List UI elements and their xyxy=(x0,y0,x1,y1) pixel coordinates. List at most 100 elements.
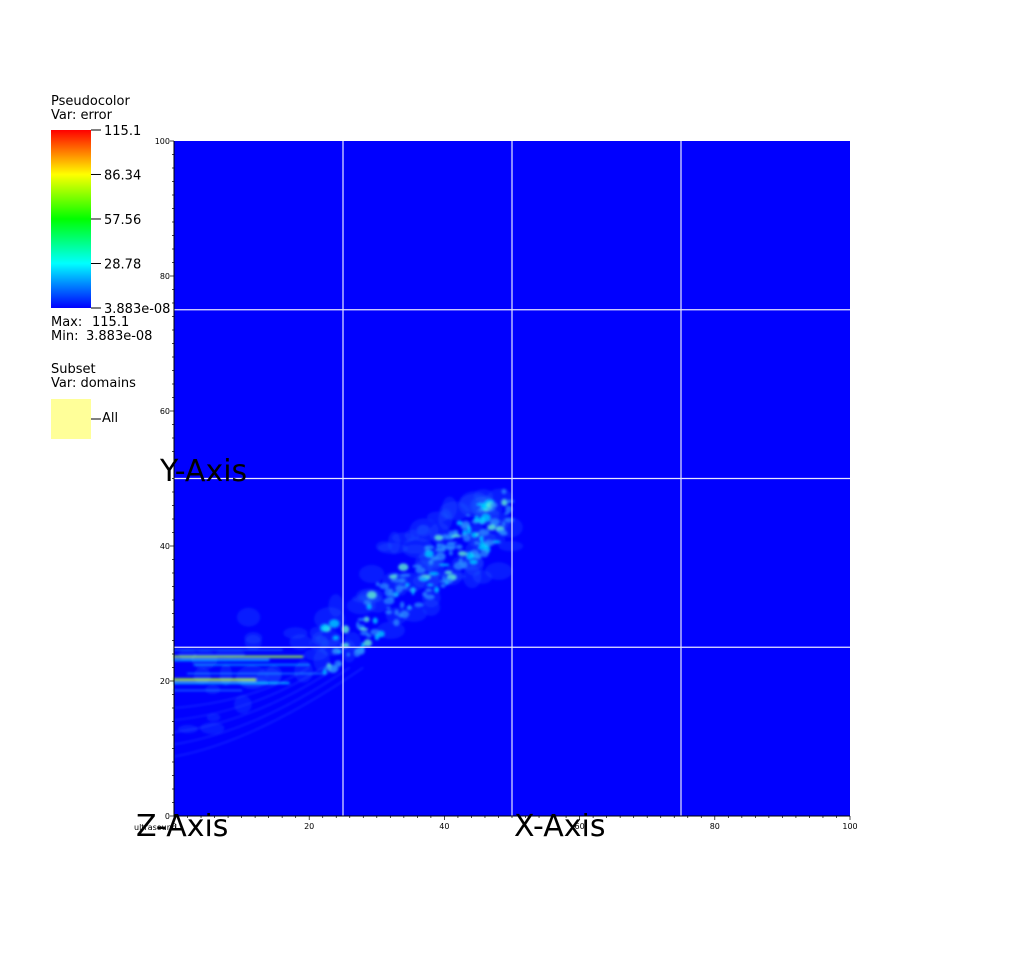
field-glow xyxy=(401,606,427,622)
field-glow xyxy=(244,634,262,651)
y-tick-label: 40 xyxy=(160,542,170,551)
subset-var: Var: domains xyxy=(51,376,136,391)
field-swirl xyxy=(372,617,378,624)
field-swirl xyxy=(465,551,474,560)
field-swirl xyxy=(411,586,415,596)
field-swirl xyxy=(328,619,340,628)
field-swirl xyxy=(438,563,450,567)
field-glow xyxy=(404,529,421,542)
field-swirl xyxy=(331,648,340,655)
field-swirl xyxy=(478,508,484,512)
field-swirl xyxy=(393,618,400,627)
field-swirl xyxy=(425,588,433,593)
y-tick-label: 100 xyxy=(155,137,170,146)
field-swirl xyxy=(434,586,440,593)
field-swirl xyxy=(457,550,467,557)
field-glow xyxy=(193,667,211,685)
x-axis: 0 20 40 60 80 100 xyxy=(171,815,858,831)
field-swirl xyxy=(399,601,405,609)
field-swirl xyxy=(398,563,409,571)
z-axis-title: Z-Axis xyxy=(136,809,228,844)
field-swirl xyxy=(501,488,507,495)
field-swirl xyxy=(357,618,367,622)
x-tick-label: 0 xyxy=(171,822,176,831)
field-glow xyxy=(206,713,221,722)
field-swirl xyxy=(399,573,411,577)
field-glow xyxy=(200,722,225,735)
field-glow xyxy=(463,565,482,589)
field-swirl xyxy=(476,503,485,506)
field-swirl xyxy=(395,585,403,593)
field-swirl xyxy=(446,541,458,545)
field-swirl xyxy=(445,546,456,550)
x-tick-label: 40 xyxy=(439,822,449,831)
error-field xyxy=(172,488,524,757)
y-tick-label: 80 xyxy=(160,272,170,281)
grid-lines xyxy=(174,141,850,816)
field-swirl xyxy=(502,521,506,527)
subset-swatch xyxy=(51,399,91,439)
field-swirl xyxy=(497,529,507,535)
field-swirl xyxy=(436,543,441,547)
field-swirl xyxy=(474,553,482,560)
field-swirl xyxy=(444,570,453,574)
field-swirl xyxy=(394,609,399,616)
legend-min-label: Min: xyxy=(51,329,79,344)
x-tick-label: 60 xyxy=(575,822,585,831)
field-swirl xyxy=(356,621,360,629)
pseudocolor-var: Var: error xyxy=(51,108,112,123)
field-swirl xyxy=(386,606,391,610)
field-glow xyxy=(256,667,282,686)
field-swirl xyxy=(334,660,343,667)
field-swirl xyxy=(405,582,410,587)
field-swirl xyxy=(480,539,484,543)
field-swirl xyxy=(366,603,372,610)
colorbar-tick-label: 57.56 xyxy=(104,213,141,228)
field-arc xyxy=(173,667,323,721)
field-swirl xyxy=(487,524,496,531)
field-swirl xyxy=(363,600,372,606)
field-swirl xyxy=(346,652,351,657)
field-glow xyxy=(315,635,328,644)
field-swirl xyxy=(489,502,498,508)
field-glow xyxy=(375,541,392,552)
field-swirl xyxy=(469,559,478,565)
field-swirl xyxy=(375,582,380,587)
field-swirl xyxy=(428,560,434,566)
field-swirl xyxy=(399,578,406,583)
pseudocolor-title: Pseudocolor xyxy=(51,94,130,109)
field-swirl xyxy=(505,499,515,504)
field-swirl xyxy=(370,628,380,636)
field-swirl xyxy=(435,552,446,561)
field-swirl xyxy=(341,625,350,634)
field-swirl xyxy=(397,613,404,618)
colorbar-tick-label: 86.34 xyxy=(104,168,141,183)
field-swirl xyxy=(480,549,489,558)
x-tick-label: 100 xyxy=(842,822,857,831)
field-swirl xyxy=(504,511,509,515)
x-axis-title: X-Axis xyxy=(514,809,605,844)
field-swirl xyxy=(428,571,439,576)
field-swirl xyxy=(471,532,478,538)
field-swirl xyxy=(448,550,453,556)
field-swirl xyxy=(322,669,327,676)
field-swirl xyxy=(458,557,463,566)
field-swirl xyxy=(445,577,453,584)
field-swirl xyxy=(366,634,372,638)
field-swirl xyxy=(489,518,501,525)
field-glow xyxy=(358,564,385,584)
field-swirl xyxy=(359,627,369,631)
field-arc xyxy=(173,667,310,709)
field-glow xyxy=(309,626,323,639)
legend-max-value: 115.1 xyxy=(92,315,130,330)
field-arc xyxy=(173,667,350,745)
field-swirl xyxy=(456,520,463,526)
field-swirl xyxy=(478,528,490,536)
colorbar-tick-label: 28.78 xyxy=(104,257,141,272)
field-swirl xyxy=(505,505,513,513)
field-swirl xyxy=(484,539,494,547)
field-swirl xyxy=(379,583,389,590)
field-glow xyxy=(442,496,458,520)
field-swirl xyxy=(424,545,435,550)
